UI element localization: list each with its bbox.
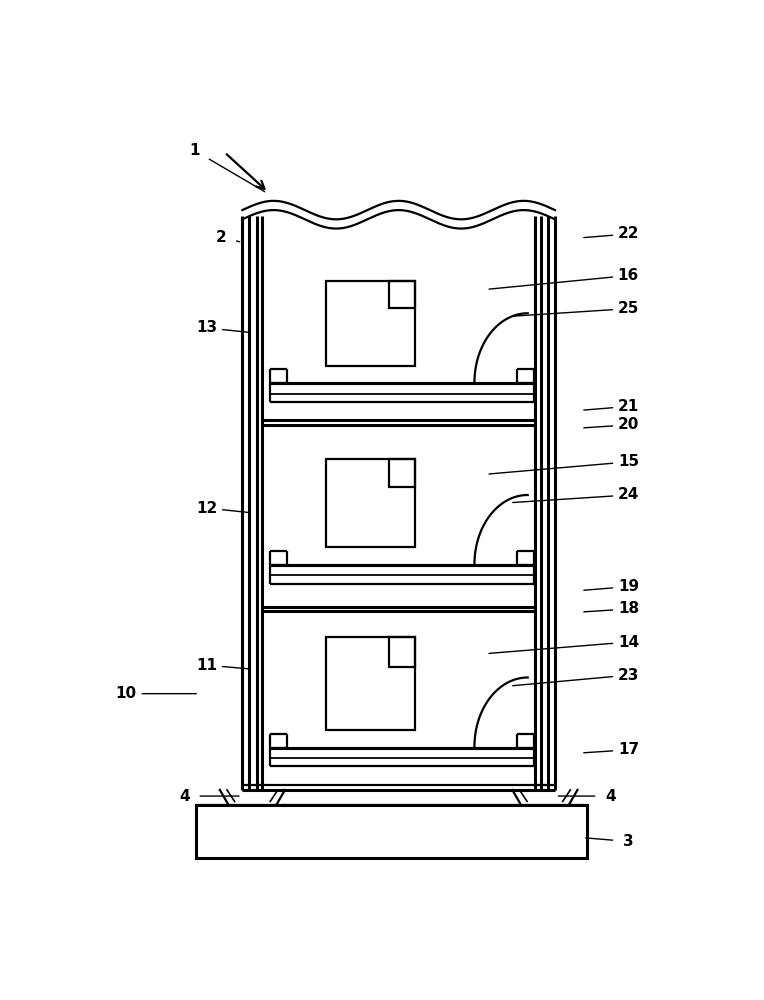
Bar [326, 637, 416, 730]
Text: 23: 23 [618, 668, 639, 683]
Text: 19: 19 [618, 579, 639, 594]
Bar [389, 637, 416, 667]
Text: 4: 4 [179, 789, 189, 804]
Bar [196, 805, 587, 858]
Bar [389, 281, 416, 308]
Bar [326, 281, 416, 366]
Text: 13: 13 [196, 320, 218, 335]
Text: 4: 4 [605, 789, 616, 804]
Text: 10: 10 [115, 686, 137, 701]
Bar [326, 459, 416, 547]
Text: 25: 25 [618, 301, 639, 316]
Text: 20: 20 [618, 417, 639, 432]
Text: 22: 22 [617, 226, 639, 241]
Text: 17: 17 [618, 742, 639, 757]
Text: 1: 1 [189, 143, 200, 158]
Text: 3: 3 [623, 834, 633, 849]
Text: 21: 21 [618, 399, 639, 414]
Bar [389, 459, 416, 487]
Text: 24: 24 [618, 487, 639, 502]
Text: 16: 16 [618, 268, 639, 283]
Text: 15: 15 [618, 454, 639, 469]
Text: 12: 12 [196, 501, 218, 516]
Text: 2: 2 [215, 230, 226, 245]
Text: 14: 14 [618, 635, 639, 650]
Text: 11: 11 [196, 658, 217, 673]
Text: 18: 18 [618, 601, 639, 616]
